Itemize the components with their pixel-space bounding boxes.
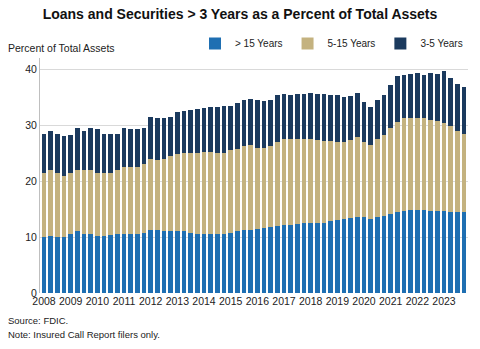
svg-text:Loans and Securities > 3 Years: Loans and Securities > 3 Years as a Perc… bbox=[43, 6, 438, 22]
svg-text:2020: 2020 bbox=[352, 295, 376, 307]
svg-text:20: 20 bbox=[25, 175, 37, 187]
svg-text:2016: 2016 bbox=[246, 295, 270, 307]
svg-text:Note: Insured Call Report file: Note: Insured Call Report filers only. bbox=[8, 329, 160, 340]
svg-text:Source: FDIC.: Source: FDIC. bbox=[8, 315, 68, 326]
svg-text:3-5 Years: 3-5 Years bbox=[420, 38, 462, 49]
svg-text:2023: 2023 bbox=[432, 295, 456, 307]
svg-text:Percent of Total Assets: Percent of Total Assets bbox=[8, 42, 115, 54]
svg-text:40: 40 bbox=[25, 63, 37, 75]
svg-text:2014: 2014 bbox=[192, 295, 216, 307]
svg-text:5-15 Years: 5-15 Years bbox=[328, 38, 376, 49]
svg-text:2013: 2013 bbox=[166, 295, 190, 307]
svg-text:2022: 2022 bbox=[406, 295, 430, 307]
svg-text:2015: 2015 bbox=[219, 295, 243, 307]
svg-text:30: 30 bbox=[25, 119, 37, 131]
svg-text:2008: 2008 bbox=[32, 295, 56, 307]
svg-text:> 15 Years: > 15 Years bbox=[235, 38, 283, 49]
svg-text:2010: 2010 bbox=[86, 295, 110, 307]
svg-text:2019: 2019 bbox=[326, 295, 350, 307]
svg-text:2009: 2009 bbox=[59, 295, 83, 307]
svg-text:2021: 2021 bbox=[379, 295, 403, 307]
svg-text:2012: 2012 bbox=[139, 295, 163, 307]
svg-text:2017: 2017 bbox=[272, 295, 296, 307]
svg-text:2018: 2018 bbox=[299, 295, 323, 307]
svg-text:10: 10 bbox=[25, 231, 37, 243]
svg-text:0: 0 bbox=[31, 287, 37, 299]
svg-text:2011: 2011 bbox=[113, 295, 136, 307]
